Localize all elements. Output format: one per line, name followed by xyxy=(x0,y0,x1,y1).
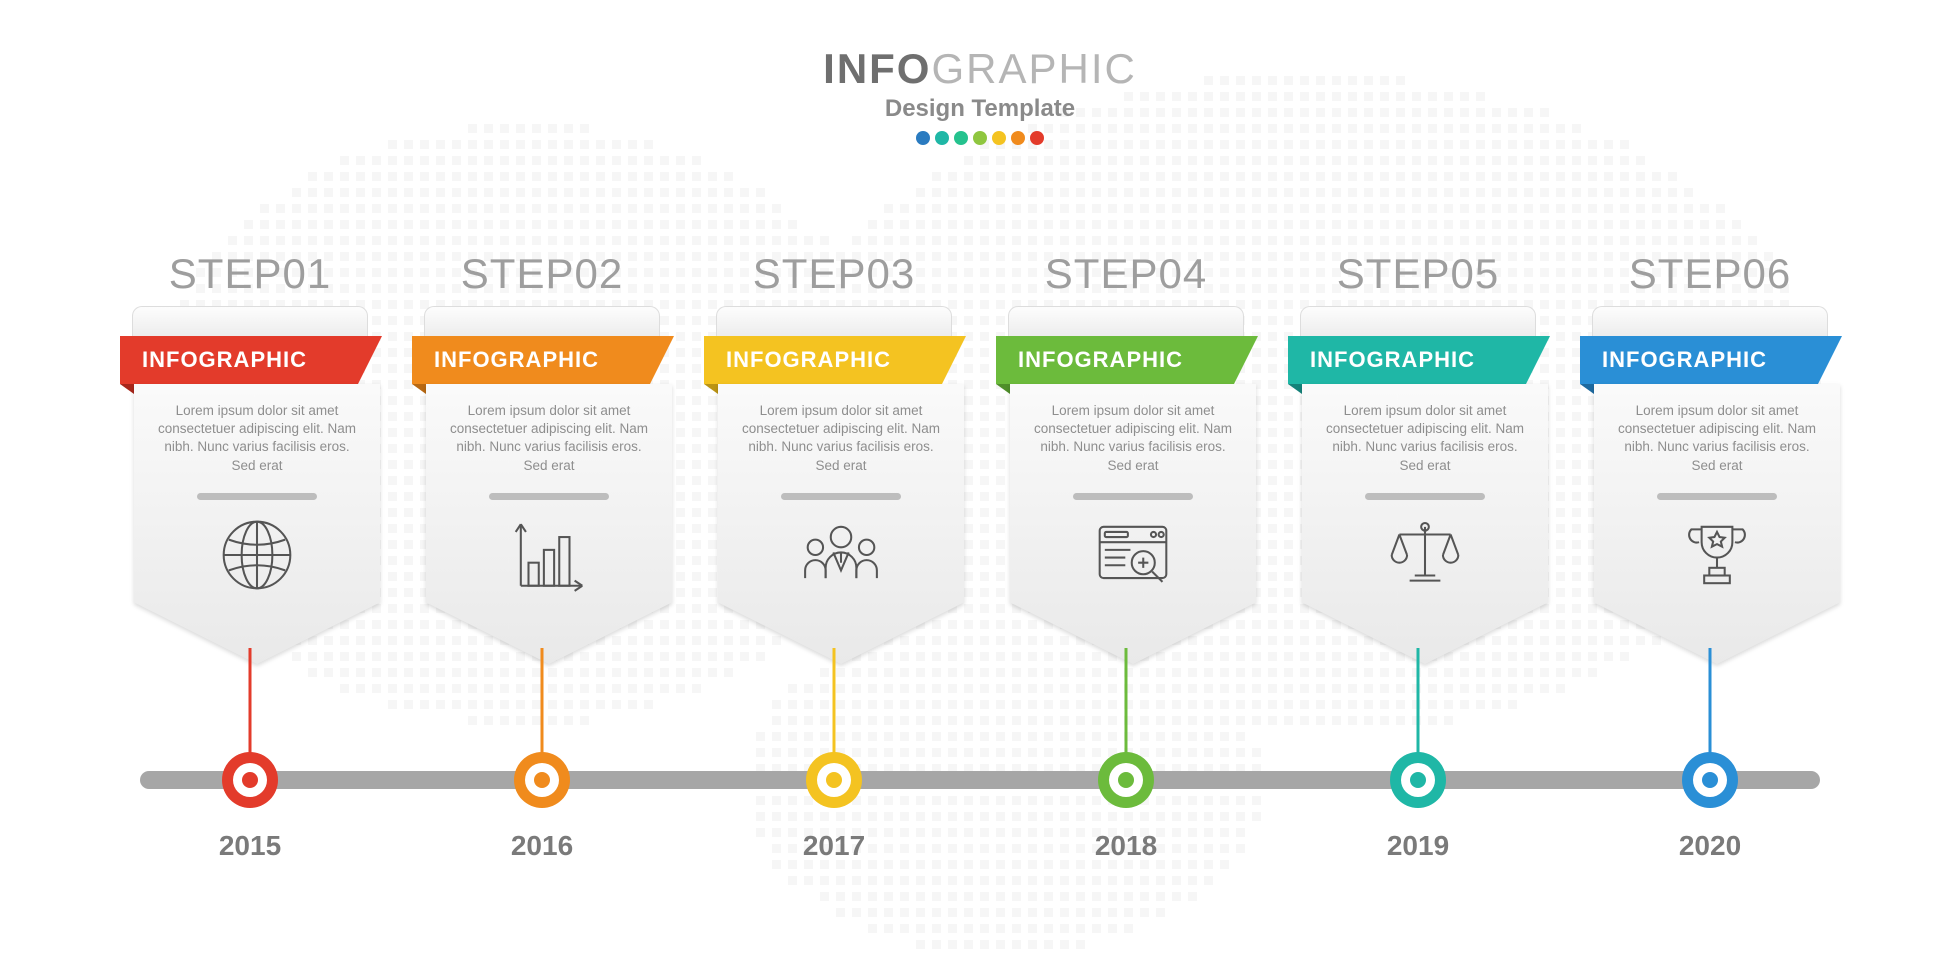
card-top-tab xyxy=(716,306,952,336)
card-description: Lorem ipsum dolor sit amet consectetuer … xyxy=(1028,402,1238,475)
header-title-bold: INFO xyxy=(823,45,931,92)
ribbon: INFOGRAPHIC xyxy=(1288,336,1548,384)
card-body: Lorem ipsum dolor sit amet consectetuer … xyxy=(134,384,380,664)
step-card: INFOGRAPHIC Lorem ipsum dolor sit amet c… xyxy=(120,306,380,664)
ribbon: INFOGRAPHIC xyxy=(120,336,380,384)
card-top-tab xyxy=(132,306,368,336)
card-description: Lorem ipsum dolor sit amet consectetuer … xyxy=(152,402,362,475)
browser-search-icon xyxy=(1028,514,1238,596)
header-subtitle: Design Template xyxy=(0,95,1960,123)
header-dot xyxy=(973,131,987,145)
timeline-marker xyxy=(514,752,570,808)
step-label: STEP05 xyxy=(1288,250,1548,298)
card-divider xyxy=(1365,493,1485,500)
card-body: Lorem ipsum dolor sit amet consectetuer … xyxy=(1010,384,1256,664)
globe-icon xyxy=(152,514,362,596)
year-label: 2020 xyxy=(1679,830,1741,862)
timeline-marker xyxy=(1682,752,1738,808)
ribbon-label: INFOGRAPHIC xyxy=(1602,347,1767,373)
ribbon: INFOGRAPHIC xyxy=(704,336,964,384)
step-card: INFOGRAPHIC Lorem ipsum dolor sit amet c… xyxy=(704,306,964,664)
card-divider xyxy=(1073,493,1193,500)
header-dot xyxy=(1030,131,1044,145)
card-body: Lorem ipsum dolor sit amet consectetuer … xyxy=(426,384,672,664)
card-description: Lorem ipsum dolor sit amet consectetuer … xyxy=(1612,402,1822,475)
timeline-marker xyxy=(1098,752,1154,808)
ribbon-label: INFOGRAPHIC xyxy=(726,347,891,373)
ribbon-label: INFOGRAPHIC xyxy=(1310,347,1475,373)
header: INFOGRAPHIC Design Template xyxy=(0,45,1960,145)
card-body: Lorem ipsum dolor sit amet consectetuer … xyxy=(718,384,964,664)
header-dot xyxy=(1011,131,1025,145)
ribbon-label: INFOGRAPHIC xyxy=(142,347,307,373)
ribbon: INFOGRAPHIC xyxy=(996,336,1256,384)
year-label: 2016 xyxy=(511,830,573,862)
card-body: Lorem ipsum dolor sit amet consectetuer … xyxy=(1302,384,1548,664)
timeline-marker xyxy=(222,752,278,808)
card-top-tab xyxy=(1008,306,1244,336)
step-label: STEP04 xyxy=(996,250,1256,298)
step-card: INFOGRAPHIC Lorem ipsum dolor sit amet c… xyxy=(996,306,1256,664)
step-2: STEP02 INFOGRAPHIC Lorem ipsum dolor sit… xyxy=(412,250,672,664)
ribbon: INFOGRAPHIC xyxy=(1580,336,1840,384)
trophy-icon xyxy=(1612,514,1822,596)
card-divider xyxy=(489,493,609,500)
scales-icon xyxy=(1320,514,1530,596)
card-divider xyxy=(781,493,901,500)
step-label: STEP03 xyxy=(704,250,964,298)
timeline-marker xyxy=(1390,752,1446,808)
header-dot xyxy=(935,131,949,145)
ribbon-label: INFOGRAPHIC xyxy=(1018,347,1183,373)
header-dot xyxy=(954,131,968,145)
card-description: Lorem ipsum dolor sit amet consectetuer … xyxy=(444,402,654,475)
ribbon-label: INFOGRAPHIC xyxy=(434,347,599,373)
header-dot xyxy=(916,131,930,145)
step-label: STEP06 xyxy=(1580,250,1840,298)
year-label: 2015 xyxy=(219,830,281,862)
year-label: 2019 xyxy=(1387,830,1449,862)
steps-row: STEP01 INFOGRAPHIC Lorem ipsum dolor sit… xyxy=(0,250,1960,664)
header-dot xyxy=(992,131,1006,145)
header-title-light: GRAPHIC xyxy=(931,45,1136,92)
card-description: Lorem ipsum dolor sit amet consectetuer … xyxy=(736,402,946,475)
card-divider xyxy=(197,493,317,500)
step-1: STEP01 INFOGRAPHIC Lorem ipsum dolor sit… xyxy=(120,250,380,664)
header-color-dots xyxy=(0,131,1960,145)
ribbon: INFOGRAPHIC xyxy=(412,336,672,384)
step-6: STEP06 INFOGRAPHIC Lorem ipsum dolor sit… xyxy=(1580,250,1840,664)
step-card: INFOGRAPHIC Lorem ipsum dolor sit amet c… xyxy=(412,306,672,664)
card-body: Lorem ipsum dolor sit amet consectetuer … xyxy=(1594,384,1840,664)
timeline-bar xyxy=(140,771,1820,789)
step-label: STEP02 xyxy=(412,250,672,298)
timeline-marker xyxy=(806,752,862,808)
card-top-tab xyxy=(424,306,660,336)
year-label: 2018 xyxy=(1095,830,1157,862)
header-title: INFOGRAPHIC xyxy=(0,45,1960,93)
step-5: STEP05 INFOGRAPHIC Lorem ipsum dolor sit… xyxy=(1288,250,1548,664)
card-top-tab xyxy=(1300,306,1536,336)
step-card: INFOGRAPHIC Lorem ipsum dolor sit amet c… xyxy=(1288,306,1548,664)
card-top-tab xyxy=(1592,306,1828,336)
step-3: STEP03 INFOGRAPHIC Lorem ipsum dolor sit… xyxy=(704,250,964,664)
step-label: STEP01 xyxy=(120,250,380,298)
card-description: Lorem ipsum dolor sit amet consectetuer … xyxy=(1320,402,1530,475)
year-label: 2017 xyxy=(803,830,865,862)
step-4: STEP04 INFOGRAPHIC Lorem ipsum dolor sit… xyxy=(996,250,1256,664)
step-card: INFOGRAPHIC Lorem ipsum dolor sit amet c… xyxy=(1580,306,1840,664)
team-icon xyxy=(736,514,946,596)
bar-chart-icon xyxy=(444,514,654,596)
card-divider xyxy=(1657,493,1777,500)
